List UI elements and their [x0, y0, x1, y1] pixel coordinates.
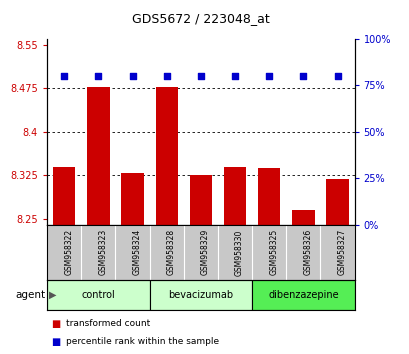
- Text: GSM958322: GSM958322: [64, 229, 73, 275]
- Point: [299, 73, 306, 79]
- Bar: [258, 168, 280, 354]
- Bar: [292, 210, 314, 354]
- Point: [333, 73, 340, 79]
- Text: GDS5672 / 223048_at: GDS5672 / 223048_at: [132, 12, 269, 25]
- Text: dibenzazepine: dibenzazepine: [267, 290, 338, 300]
- Text: GSM958326: GSM958326: [303, 229, 312, 275]
- Text: ■: ■: [51, 337, 61, 347]
- Text: GSM958323: GSM958323: [98, 229, 107, 275]
- Bar: [47, 280, 149, 310]
- Bar: [252, 280, 354, 310]
- Text: GSM958330: GSM958330: [234, 229, 243, 275]
- Bar: [87, 87, 109, 354]
- Text: GSM958328: GSM958328: [166, 229, 175, 275]
- Text: bevacizumab: bevacizumab: [168, 290, 233, 300]
- Bar: [53, 167, 75, 354]
- Point: [163, 73, 170, 79]
- Bar: [326, 179, 348, 354]
- Text: control: control: [81, 290, 115, 300]
- Text: ■: ■: [51, 319, 61, 329]
- Bar: [155, 87, 178, 354]
- Bar: [121, 172, 143, 354]
- Text: GSM958329: GSM958329: [200, 229, 209, 275]
- Text: percentile rank within the sample: percentile rank within the sample: [65, 337, 218, 346]
- Bar: [189, 176, 211, 354]
- Text: transformed count: transformed count: [65, 319, 149, 329]
- Text: GSM958327: GSM958327: [337, 229, 346, 275]
- Text: GSM958325: GSM958325: [269, 229, 278, 275]
- Point: [197, 73, 204, 79]
- Point: [61, 73, 67, 79]
- Text: ▶: ▶: [49, 290, 56, 300]
- Point: [95, 73, 101, 79]
- Point: [265, 73, 272, 79]
- Point: [129, 73, 135, 79]
- Bar: [149, 280, 252, 310]
- Bar: [223, 167, 245, 354]
- Text: agent: agent: [15, 290, 45, 300]
- Point: [231, 73, 238, 79]
- Text: GSM958324: GSM958324: [132, 229, 141, 275]
